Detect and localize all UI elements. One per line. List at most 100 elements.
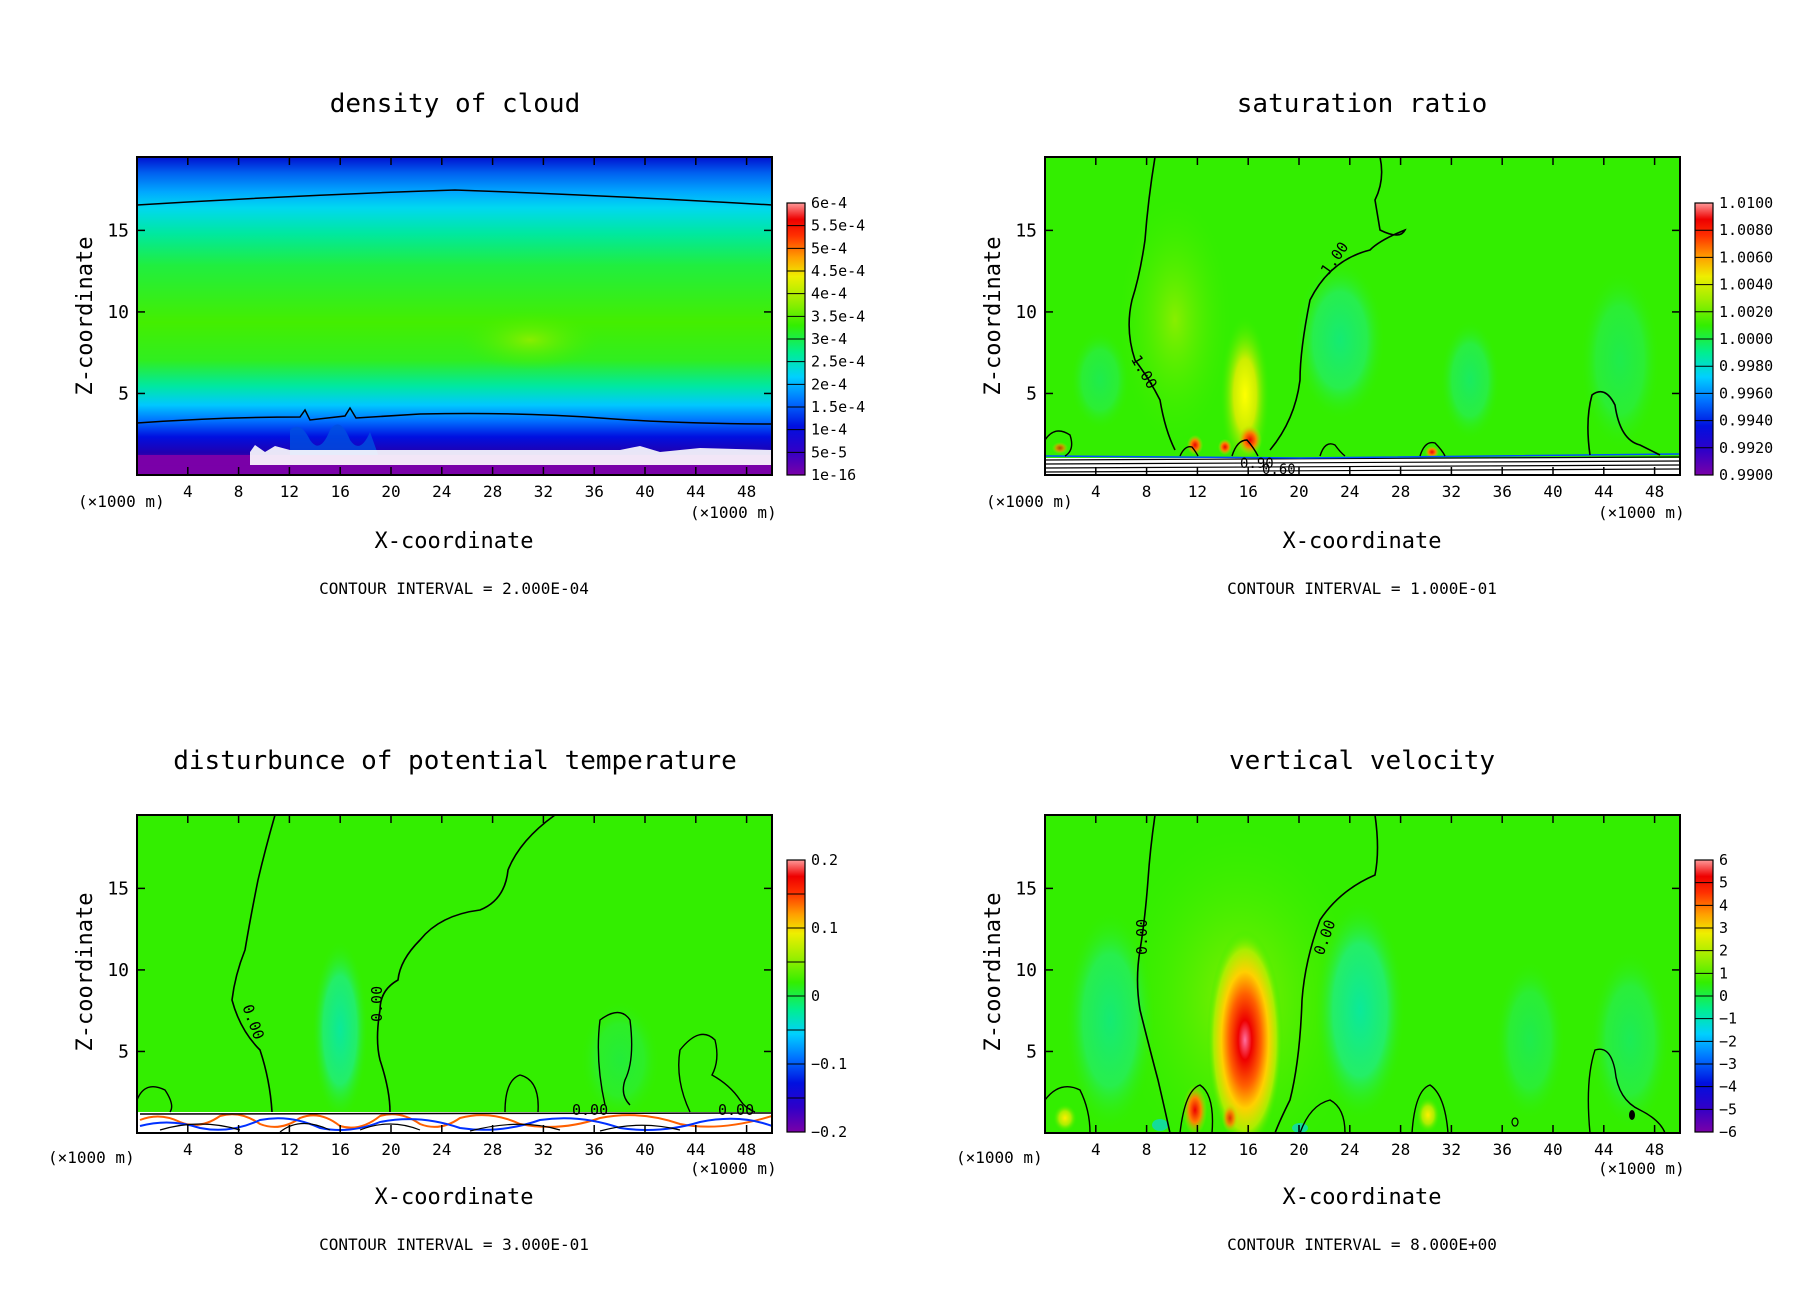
x-tick-label: 32 — [1442, 1140, 1461, 1159]
x-tick-label: 20 — [1289, 482, 1308, 501]
contour-label: 0.00 — [1133, 919, 1151, 955]
panel-potential-temperature: disturbunce of potential temperature 0.0… — [48, 746, 847, 1254]
colorbar: 0.2 0.1 0 −0.1 −0.2 — [786, 851, 847, 1141]
colorbar-label: −2 — [1719, 1032, 1737, 1050]
contour-interval: CONTOUR INTERVAL = 2.000E-04 — [319, 579, 589, 598]
x-tick-label: 36 — [1493, 1140, 1512, 1159]
x-tick-label: 24 — [432, 482, 451, 501]
contour-label: 0.00 — [572, 1101, 608, 1119]
colorbar-label: 0.1 — [811, 919, 838, 937]
colorbar-label: 2 — [1719, 942, 1728, 960]
colorbar-label: −1 — [1719, 1010, 1737, 1028]
x-axis-label: X-coordinate — [375, 529, 534, 554]
x-tick-label: 32 — [1442, 482, 1461, 501]
colorbar-label: 1.0000 — [1719, 330, 1773, 348]
heatmap-field: 0.00 0.00 — [1045, 815, 1680, 1133]
colorbar-label: 3 — [1719, 919, 1728, 937]
y-tick-label: 15 — [107, 878, 129, 899]
colorbar-label: 1 — [1719, 964, 1728, 982]
x-tick-label: 40 — [1543, 482, 1562, 501]
x-axis-label: X-coordinate — [1283, 1185, 1442, 1210]
x-tick-label: 32 — [534, 1140, 553, 1159]
x-tick-label: 4 — [1091, 1140, 1101, 1159]
panel-title: vertical velocity — [1229, 746, 1495, 776]
x-tick-label: 20 — [381, 1140, 400, 1159]
colorbar-label: 4e-4 — [811, 285, 847, 303]
x-tick-label: 28 — [483, 1140, 502, 1159]
heatmap-field — [137, 157, 772, 475]
panel-title: density of cloud — [330, 89, 580, 119]
colorbar-label: −0.1 — [811, 1055, 847, 1073]
x-unit-left: (×1000 m) — [48, 1148, 135, 1167]
colorbar-label: 0 — [811, 987, 820, 1005]
x-tick-label: 28 — [483, 482, 502, 501]
x-tick-label: 8 — [1142, 1140, 1152, 1159]
colorbar-label: 6e-4 — [811, 194, 847, 212]
panel-title: disturbunce of potential temperature — [173, 746, 737, 776]
colorbar-label: 1.5e-4 — [811, 398, 865, 416]
x-tick-label: 44 — [1594, 1140, 1613, 1159]
contour-label: 0.60 — [1262, 462, 1296, 478]
y-tick-label: 15 — [1015, 220, 1037, 241]
colorbar-label: 1.0060 — [1719, 248, 1773, 266]
contour-interval: CONTOUR INTERVAL = 1.000E-01 — [1227, 579, 1497, 598]
x-tick-label: 12 — [280, 1140, 299, 1159]
x-tick-label: 44 — [686, 482, 705, 501]
x-tick-label: 16 — [331, 482, 350, 501]
plot-frame — [136, 814, 773, 1134]
x-unit-left: (×1000 m) — [986, 492, 1073, 511]
x-tick-label: 28 — [1391, 482, 1410, 501]
x-tick-label: 24 — [432, 1140, 451, 1159]
colorbar-label: 0.9900 — [1719, 466, 1773, 484]
y-tick-label: 5 — [1026, 383, 1037, 404]
colorbar-label: 0 — [1719, 987, 1728, 1005]
x-tick-label: 48 — [737, 482, 756, 501]
x-tick-label: 28 — [1391, 1140, 1410, 1159]
x-tick-label: 16 — [331, 1140, 350, 1159]
panel-density-of-cloud: density of cloud 4 8 12 16 20 24 28 32 36 40 44 485… — [73, 89, 865, 598]
colorbar-label: 2e-4 — [811, 375, 847, 393]
contour-label: 0.00 — [368, 986, 386, 1022]
x-tick-label: 40 — [635, 482, 654, 501]
x-tick-label: 12 — [1188, 482, 1207, 501]
colorbar-label: 1.0100 — [1719, 194, 1773, 212]
x-unit-left: (×1000 m) — [956, 1148, 1043, 1167]
x-tick-label: 44 — [1594, 482, 1613, 501]
x-tick-label: 48 — [737, 1140, 756, 1159]
x-tick-label: 36 — [1493, 482, 1512, 501]
x-tick-label: 8 — [234, 482, 244, 501]
colorbar-label: 5e-4 — [811, 239, 847, 257]
y-axis-label: Z-coordinate — [73, 893, 98, 1052]
colorbar-label: 1.0020 — [1719, 303, 1773, 321]
x-tick-label: 8 — [1142, 482, 1152, 501]
colorbar-label: 1e-4 — [811, 421, 847, 439]
x-tick-label: 36 — [585, 1140, 604, 1159]
heatmap-field: 1.00 1.00 0.90 0.60 — [1045, 157, 1680, 478]
contour-label: 0.00 — [718, 1101, 754, 1119]
y-tick-label: 15 — [107, 220, 129, 241]
colorbar-label: −4 — [1719, 1078, 1737, 1096]
y-axis-label: Z-coordinate — [981, 237, 1006, 396]
colorbar-label: 1e-16 — [811, 466, 856, 484]
x-tick-label: 16 — [1239, 482, 1258, 501]
y-tick-label: 5 — [118, 383, 129, 404]
colorbar-label: 0.2 — [811, 851, 838, 869]
x-unit-right: (×1000 m) — [1598, 1159, 1685, 1178]
y-tick-label: 5 — [118, 1041, 129, 1062]
x-tick-label: 44 — [686, 1140, 705, 1159]
colorbar-label: 1.0080 — [1719, 221, 1773, 239]
x-tick-label: 32 — [534, 482, 553, 501]
colorbar-label: 3e-4 — [811, 330, 847, 348]
colorbar-label: 2.5e-4 — [811, 353, 865, 371]
x-tick-label: 12 — [1188, 1140, 1207, 1159]
heatmap-field: 0.00 0.00 0.00 0.00 — [137, 815, 772, 1133]
colorbar-label: 5.5e-4 — [811, 217, 865, 235]
x-tick-label: 40 — [1543, 1140, 1562, 1159]
x-tick-label: 24 — [1340, 1140, 1359, 1159]
colorbar-label: 0.9940 — [1719, 412, 1773, 430]
colorbar-label: 0.9980 — [1719, 357, 1773, 375]
plot-frame — [1044, 156, 1681, 476]
colorbar-label: 6 — [1719, 851, 1728, 869]
y-tick-label: 10 — [1015, 302, 1037, 323]
